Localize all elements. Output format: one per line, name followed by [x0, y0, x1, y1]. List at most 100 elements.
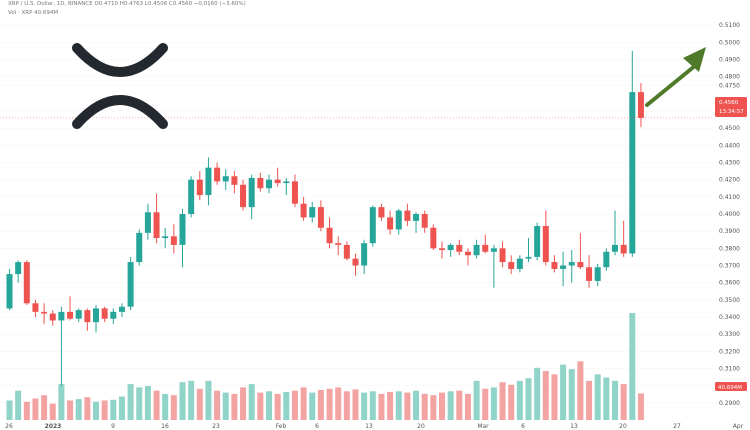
volume-bar: [49, 403, 56, 420]
candle-body: [525, 256, 532, 259]
volume-bar: [214, 390, 221, 420]
price-tick-label: 0.3200: [719, 348, 740, 355]
volume-bar: [144, 386, 151, 420]
volume-bar: [32, 398, 39, 420]
volume-bar: [551, 374, 558, 420]
candle-body: [542, 226, 549, 263]
time-axis[interactable]: 26 2023 9 16 23 Feb 6 13 20 Mar 6 13 20 27 Apr: [5, 423, 744, 430]
current-price-countdown: 13:34:57: [719, 109, 744, 115]
volume-bar: [179, 382, 186, 420]
candle-body: [620, 244, 627, 254]
volume-bar: [378, 393, 385, 420]
candle-body: [283, 181, 290, 184]
volume-bar: [136, 387, 143, 420]
volume-bar: [620, 384, 627, 420]
price-tick-label: 0.3100: [719, 366, 740, 373]
candle-body: [196, 179, 203, 196]
candle-body: [144, 212, 151, 233]
volume-bar: [464, 393, 471, 420]
volume-bar: [84, 397, 91, 420]
volume-bar: [162, 393, 169, 420]
volume-bar: [594, 374, 601, 420]
volume-bar: [23, 401, 30, 420]
candle-body: [231, 176, 238, 185]
candle-body: [490, 248, 497, 252]
volume-bar: [508, 384, 515, 420]
volume-value: 40.694M: [718, 385, 742, 391]
candle-body: [49, 313, 56, 321]
price-tick-label: 0.4500: [719, 125, 740, 132]
candle-body: [551, 262, 558, 269]
time-tick-label: 13: [570, 423, 578, 430]
volume-bar: [490, 387, 497, 420]
candle-body: [179, 214, 186, 245]
candle-body: [568, 262, 575, 266]
candle-body: [534, 226, 541, 257]
price-tick-label: 0.2900: [719, 400, 740, 407]
price-axis[interactable]: 0.51000.50000.49000.48000.47500.46000.45…: [719, 22, 740, 407]
price-tick-label: 0.3700: [719, 263, 740, 270]
price-tick-label: 0.3300: [719, 331, 740, 338]
volume-bar: [41, 395, 48, 420]
volume-bar: [317, 389, 324, 420]
candle-body: [222, 176, 229, 182]
volume-bar: [335, 387, 342, 420]
volume-bar: [291, 390, 298, 420]
volume-bar: [101, 400, 108, 420]
price-tick-label: 0.3600: [719, 280, 740, 287]
volume-bar: [516, 380, 523, 420]
candle-body: [577, 262, 584, 268]
volume-bar: [603, 377, 610, 420]
volume-bar: [361, 392, 368, 420]
time-tick-label: 27: [673, 423, 681, 430]
candle-body: [612, 244, 618, 252]
time-tick-label: 2023: [45, 423, 62, 430]
candle-body: [274, 179, 281, 184]
volume-bar: [93, 401, 99, 420]
volume-bar: [257, 392, 264, 420]
candle-body: [162, 236, 169, 239]
candle-body: [317, 207, 324, 228]
volume-bar: [326, 388, 333, 420]
candle-body: [473, 244, 480, 256]
volume-bar: [283, 391, 290, 420]
volume-bar: [473, 380, 480, 420]
candle-body: [637, 92, 644, 118]
candle-body: [464, 251, 471, 256]
candle-body: [404, 210, 411, 221]
volume-bar: [629, 313, 636, 420]
time-tick-label: 26: [5, 423, 13, 430]
chart-legend-volume: Vol · XRP 40.694M: [8, 10, 58, 16]
candle-body: [309, 207, 316, 218]
candle-body: [499, 248, 506, 263]
volume-bar: [67, 400, 74, 420]
volume-bar: [612, 380, 618, 420]
time-tick-label: 20: [417, 423, 425, 430]
candle-body: [387, 217, 394, 230]
volume-bar: [309, 392, 316, 420]
price-tick-label: 0.4100: [719, 194, 740, 201]
volume-bar: [586, 380, 593, 420]
volume-bar: [343, 391, 350, 420]
price-tick-label: 0.3800: [719, 245, 740, 252]
candle-body: [84, 310, 91, 323]
volume-bar: [369, 391, 376, 420]
candle-body: [6, 274, 13, 309]
candle-body: [369, 207, 376, 244]
candle-body: [75, 310, 82, 319]
volume-bar: [231, 393, 238, 420]
grid-lines: [0, 24, 712, 404]
time-tick-label: 9: [111, 423, 115, 430]
volume-bar: [248, 384, 255, 420]
candle-body: [110, 311, 117, 319]
candle-body: [15, 262, 22, 275]
candle-body: [67, 311, 74, 319]
candle-body: [41, 311, 48, 314]
volume-bar: [6, 400, 13, 420]
volume-bar: [274, 393, 281, 420]
volume-bars: [6, 313, 644, 420]
candle-body: [101, 308, 108, 319]
volume-bar: [413, 390, 420, 420]
